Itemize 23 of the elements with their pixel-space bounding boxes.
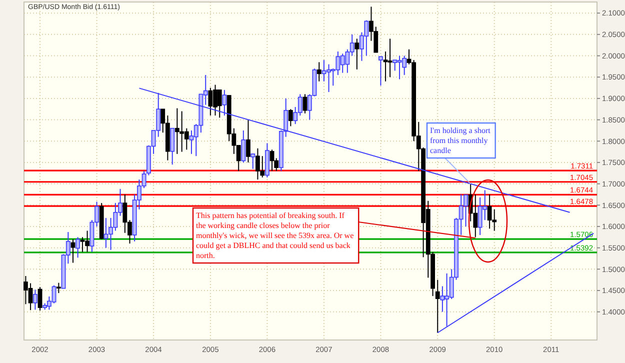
candlestick bbox=[354, 38, 360, 70]
candlestick bbox=[217, 89, 222, 118]
candlestick bbox=[316, 62, 322, 82]
candlestick bbox=[440, 286, 445, 312]
candlestick bbox=[288, 108, 293, 127]
candlestick bbox=[56, 282, 61, 294]
candlestick bbox=[435, 279, 440, 334]
candlestick bbox=[378, 56, 383, 86]
candlestick bbox=[270, 149, 274, 172]
candlestick bbox=[241, 130, 246, 163]
candlestick bbox=[383, 51, 388, 82]
candlestick bbox=[76, 236, 80, 258]
candlestick bbox=[38, 286, 42, 312]
candlestick bbox=[32, 289, 38, 310]
candlestick bbox=[388, 38, 392, 78]
annotation: I'm holding a short from this monthly candle bbox=[430, 126, 492, 155]
candlestick bbox=[392, 60, 398, 72]
annotation: This pattern has potential of breaking south. If the working candle closes below the prior monthly's wick, we will see the 539x area. Or we could get a DBLHC and that could send us back north. bbox=[196, 211, 354, 260]
candlestick bbox=[246, 119, 250, 163]
candlestick bbox=[170, 128, 175, 166]
candlestick bbox=[250, 153, 256, 170]
candlestick bbox=[302, 94, 308, 114]
candlestick bbox=[70, 238, 76, 264]
